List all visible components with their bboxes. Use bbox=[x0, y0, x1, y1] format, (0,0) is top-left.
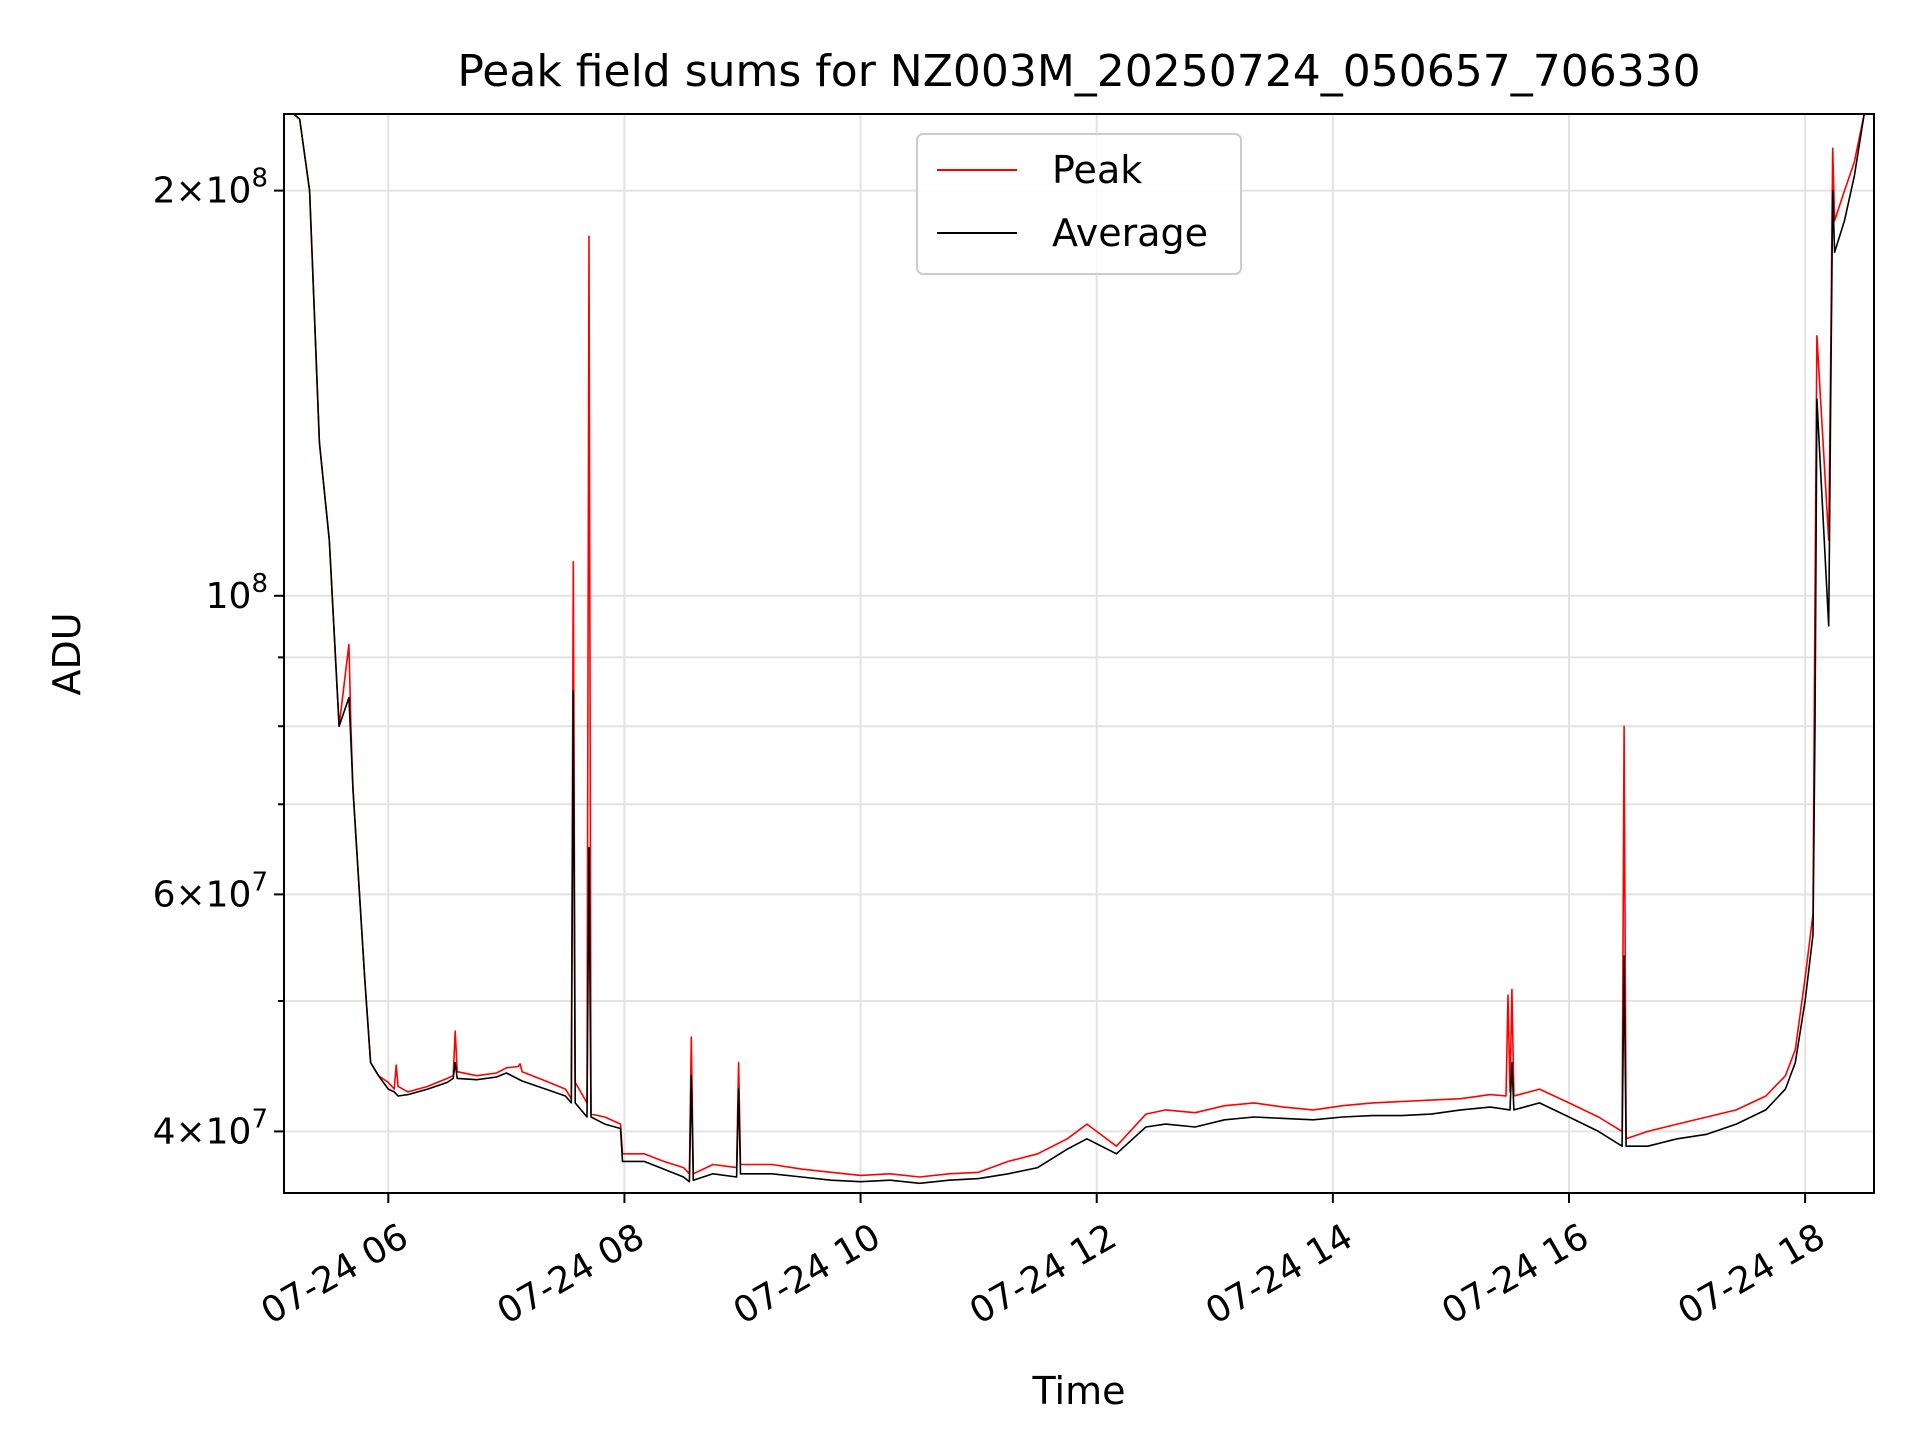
grid bbox=[284, 114, 1874, 1193]
y-tick-label: 6×107 bbox=[153, 867, 268, 915]
x-tick-label: 07-24 12 bbox=[963, 1216, 1124, 1332]
x-tick-label: 07-24 16 bbox=[1435, 1216, 1596, 1332]
x-axis-label: Time bbox=[1032, 1369, 1126, 1413]
x-tick-label: 07-24 06 bbox=[255, 1216, 416, 1332]
y-tick-label: 4×107 bbox=[153, 1104, 268, 1152]
legend: Peak Average bbox=[916, 133, 1242, 275]
series-line-average bbox=[284, 114, 1874, 1185]
legend-average-label: Average bbox=[1052, 211, 1208, 255]
plot-lines bbox=[284, 114, 1874, 1185]
series-line-peak bbox=[284, 114, 1874, 1178]
y-axis-label: ADU bbox=[45, 612, 89, 695]
x-tick-label: 07-24 08 bbox=[491, 1216, 652, 1332]
legend-peak-label: Peak bbox=[1052, 148, 1142, 192]
plot-frame bbox=[283, 113, 1875, 1194]
chart-title: Peak field sums for NZ003M_20250724_0506… bbox=[457, 46, 1700, 97]
axis-ticks: 07-24 06 07-24 08 07-24 10 07-24 12 07-24 14… bbox=[153, 164, 1832, 1333]
x-tick-label: 07-24 14 bbox=[1199, 1216, 1360, 1332]
y-tick-label: 108 bbox=[206, 569, 268, 617]
x-tick-label: 07-24 18 bbox=[1671, 1216, 1832, 1332]
x-tick-label: 07-24 10 bbox=[727, 1216, 888, 1332]
y-tick-label: 2×108 bbox=[153, 164, 268, 212]
